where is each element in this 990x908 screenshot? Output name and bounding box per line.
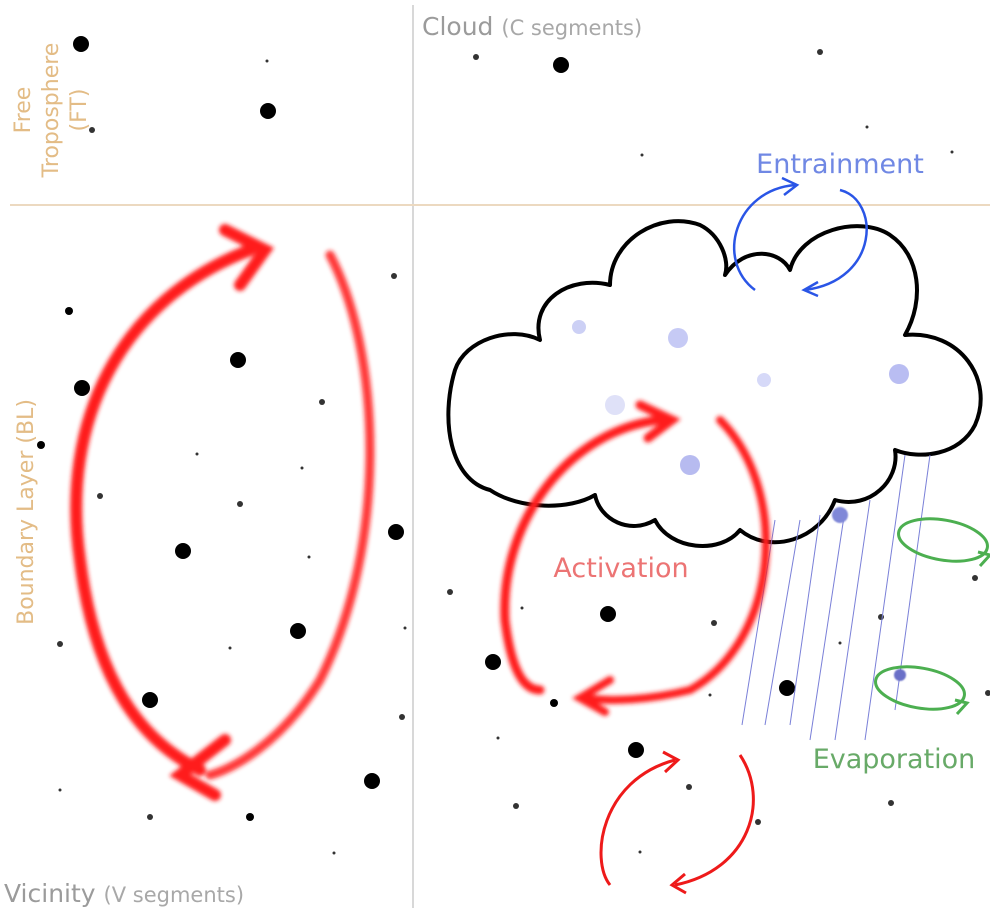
particle	[779, 680, 795, 696]
particle	[972, 575, 978, 581]
circulation-arrow	[70, 224, 770, 801]
region-name: Vicinity	[4, 879, 96, 908]
vicinity-label: Vicinity (V segments)	[4, 879, 244, 908]
particle	[57, 641, 63, 647]
cloud-label: Cloud (C segments)	[422, 12, 642, 41]
particle	[550, 699, 558, 707]
particle	[485, 654, 501, 670]
particle	[600, 606, 616, 622]
particle	[985, 690, 990, 696]
particle	[332, 851, 336, 855]
evaporation-arrow	[874, 517, 990, 716]
region-segments: (C segments)	[501, 16, 642, 40]
particle	[195, 452, 199, 456]
particle	[388, 524, 404, 540]
entrainment-arrow	[732, 176, 868, 298]
particle	[58, 788, 62, 792]
activation-label: Activation	[553, 553, 688, 584]
particle	[300, 466, 304, 470]
particle	[878, 614, 884, 620]
particle	[73, 36, 89, 52]
particle	[319, 399, 325, 405]
particle	[950, 150, 954, 154]
entrainment-label: Entrainment	[756, 149, 924, 180]
evaporation-label: Evaporation	[813, 744, 976, 775]
particle	[473, 54, 479, 60]
particle	[708, 693, 712, 697]
small-circulation-arrow	[599, 750, 755, 895]
particle	[37, 441, 45, 449]
particle	[307, 555, 311, 559]
particle	[496, 736, 500, 740]
particle	[865, 125, 869, 129]
particle	[246, 813, 254, 821]
particle	[65, 307, 73, 315]
particle	[403, 626, 407, 630]
cloud	[446, 219, 983, 548]
particle	[520, 606, 524, 610]
particle	[74, 380, 90, 396]
particle	[838, 641, 842, 645]
particle	[686, 784, 692, 790]
particle	[817, 49, 823, 55]
particle	[265, 59, 269, 63]
ft-line: Troposphere	[39, 43, 64, 179]
particle	[399, 714, 405, 720]
particle	[553, 57, 569, 73]
particle	[628, 742, 644, 758]
region-name: Cloud	[422, 12, 493, 41]
particle	[513, 803, 519, 809]
region-segments: (V segments)	[104, 883, 244, 907]
particle	[97, 493, 103, 499]
particle	[711, 620, 717, 626]
particle	[638, 850, 642, 854]
particle	[290, 623, 306, 639]
particle	[260, 103, 276, 119]
particle	[364, 773, 380, 789]
ft-label: Free Troposphere (FT)	[11, 43, 92, 179]
particles	[37, 36, 990, 855]
particle	[755, 819, 761, 825]
particle	[142, 692, 158, 708]
particle	[89, 127, 95, 133]
evaporating-drop	[832, 507, 848, 523]
ft-line: Free	[11, 87, 36, 134]
particle	[230, 352, 246, 368]
evaporating-drop	[894, 669, 906, 681]
bl-label: Boundary Layer (BL)	[14, 399, 39, 625]
particle	[640, 153, 644, 157]
ft-line: (FT)	[67, 89, 92, 132]
particle	[888, 800, 894, 806]
particle	[447, 589, 453, 595]
cloud-droplets	[572, 320, 909, 475]
particle	[147, 814, 153, 820]
particle	[228, 646, 232, 650]
particle	[237, 501, 243, 507]
particle	[391, 273, 397, 279]
particle	[175, 543, 191, 559]
